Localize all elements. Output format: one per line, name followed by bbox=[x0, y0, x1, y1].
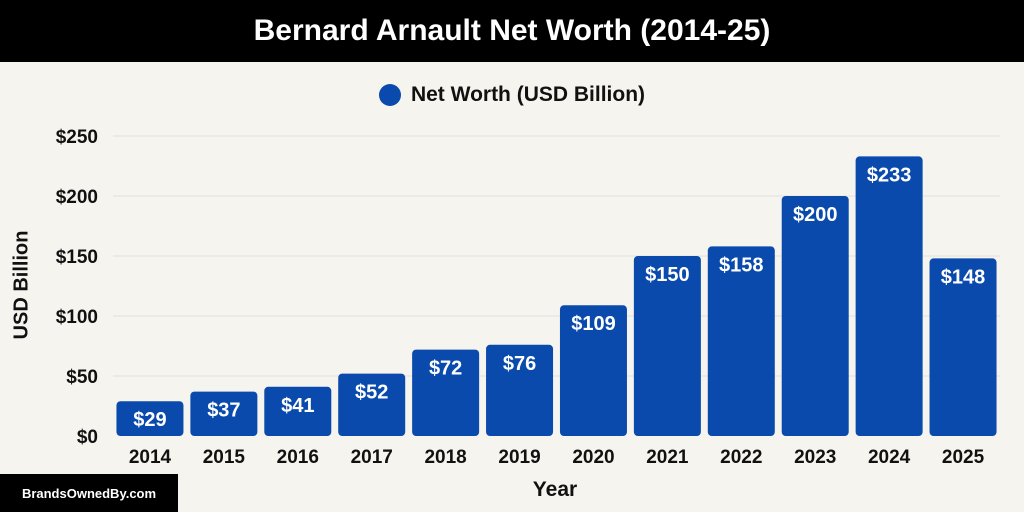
legend: Net Worth (USD Billion) bbox=[0, 80, 1024, 110]
x-tick-label: 2015 bbox=[203, 447, 246, 468]
bar bbox=[116, 401, 184, 436]
bar bbox=[486, 344, 554, 436]
x-tick-label: 2017 bbox=[351, 447, 393, 468]
bar-data-label: $158 bbox=[719, 254, 764, 276]
bar bbox=[929, 258, 997, 436]
y-tick-label: $50 bbox=[66, 367, 98, 388]
bar-data-label: $76 bbox=[503, 353, 536, 375]
bar-data-label: $52 bbox=[355, 382, 388, 404]
bar bbox=[412, 349, 480, 436]
y-tick-label: $150 bbox=[56, 247, 98, 268]
bar-data-label: $72 bbox=[429, 358, 462, 380]
x-tick-label: 2023 bbox=[794, 447, 836, 468]
source-badge: BrandsOwnedBy.com bbox=[0, 474, 178, 512]
bar-data-label: $150 bbox=[645, 264, 690, 286]
x-tick-label: 2021 bbox=[646, 447, 689, 468]
chart-title: Bernard Arnault Net Worth (2014-25) bbox=[0, 0, 1024, 62]
bar-data-label: $41 bbox=[281, 395, 314, 417]
bar bbox=[338, 373, 406, 436]
bar-data-label: $37 bbox=[207, 400, 240, 422]
bar bbox=[633, 256, 701, 436]
x-tick-label: 2020 bbox=[572, 447, 614, 468]
y-tick-label: $200 bbox=[56, 187, 98, 208]
x-tick-label: 2025 bbox=[942, 447, 985, 468]
x-tick-label: 2018 bbox=[424, 447, 466, 468]
legend-swatch bbox=[378, 84, 401, 106]
bar bbox=[264, 386, 332, 436]
bar bbox=[559, 305, 627, 436]
bar bbox=[707, 246, 775, 436]
bar-data-label: $148 bbox=[941, 266, 986, 288]
y-tick-label: $0 bbox=[77, 427, 98, 448]
legend-label: Net Worth (USD Billion) bbox=[410, 83, 646, 106]
y-tick-label: $250 bbox=[56, 127, 98, 148]
bar-data-label: $29 bbox=[133, 409, 166, 431]
bar bbox=[855, 156, 923, 436]
x-tick-label: 2022 bbox=[720, 447, 762, 468]
x-tick-label: 2019 bbox=[498, 447, 540, 468]
bar-data-label: $200 bbox=[793, 204, 838, 226]
x-axis-label: Year bbox=[532, 478, 578, 501]
x-tick-label: 2016 bbox=[277, 447, 319, 468]
bar-data-label: $233 bbox=[867, 164, 912, 186]
x-tick-label: 2024 bbox=[868, 447, 911, 468]
bar bbox=[190, 391, 258, 436]
bar-data-label: $109 bbox=[571, 313, 616, 335]
x-tick-label: 2014 bbox=[129, 447, 172, 468]
y-tick-label: $100 bbox=[56, 307, 98, 328]
bar bbox=[781, 196, 849, 436]
